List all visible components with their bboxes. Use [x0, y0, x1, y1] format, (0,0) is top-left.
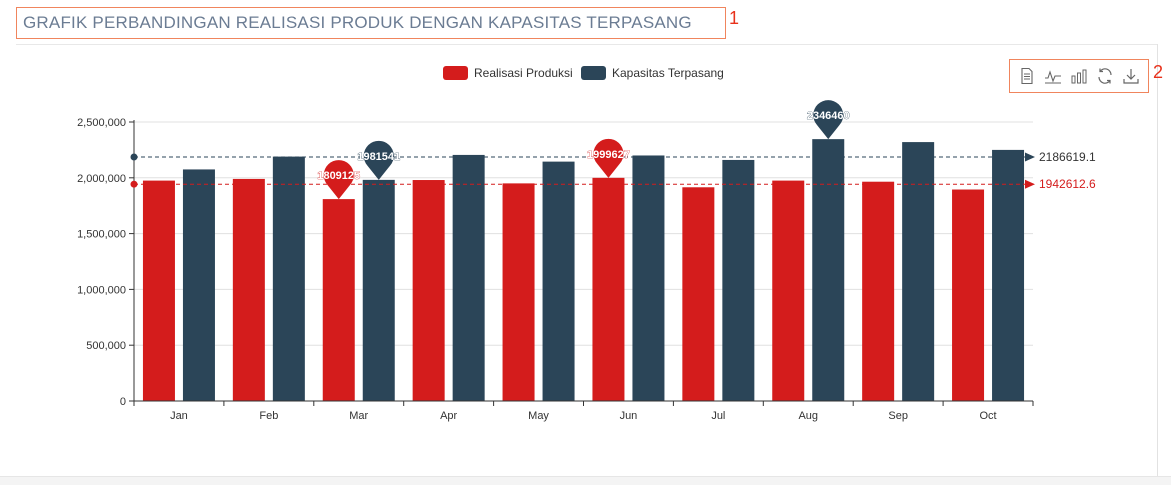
bar-chart-icon: [1071, 69, 1087, 84]
y-tick-label: 0: [120, 396, 126, 408]
bar-0-Mar: [322, 199, 355, 401]
average-line-label-1: 2186619.1: [1039, 150, 1096, 164]
toolbox-annotation-number: 2: [1153, 62, 1164, 82]
bar-1-Jun: [632, 155, 665, 401]
bar-0-Jul: [682, 187, 715, 401]
bar-1-Feb: [272, 156, 305, 401]
title-divider: [16, 44, 1157, 45]
chart-toolbox: [1009, 59, 1149, 93]
chart-title: GRAFIK PERBANDINGAN REALISASI PRODUK DEN…: [23, 13, 692, 32]
x-tick-label: Feb: [259, 410, 278, 422]
markpoint-label-0-1: 1999627: [587, 149, 630, 161]
page-footer-strip: [0, 476, 1171, 485]
data-view-button[interactable]: [1017, 66, 1037, 86]
bar-1-Mar: [362, 179, 395, 401]
download-icon: [1123, 69, 1139, 84]
x-tick-label: Aug: [798, 410, 818, 422]
document-icon: [1021, 67, 1033, 85]
bar-1-Sep: [902, 142, 935, 401]
y-tick-label: 2,500,000: [77, 117, 126, 129]
x-tick-label: May: [528, 410, 549, 422]
bar-1-Oct: [992, 149, 1025, 401]
legend-label-1: Kapasitas Terpasang: [612, 66, 724, 80]
save-image-button[interactable]: [1121, 66, 1141, 86]
average-line-arrow-1: [1025, 152, 1035, 162]
markpoint-pin-0-1: [593, 138, 624, 178]
title-annotation-number: 1: [729, 8, 740, 28]
average-line-start-1: [130, 153, 138, 161]
bar-1-Aug: [812, 139, 845, 401]
bar-0-Apr: [412, 180, 445, 401]
average-line-arrow-0: [1025, 179, 1035, 189]
y-tick-label: 1,000,000: [77, 284, 126, 296]
bar-0-Oct: [952, 189, 985, 401]
bar-1-Apr: [452, 154, 485, 401]
markpoint-pin-1-1: [813, 100, 844, 140]
x-tick-label: Jun: [620, 410, 638, 422]
legend-label-0: Realisasi Produksi: [474, 66, 573, 80]
bar-0-Jun: [592, 177, 625, 401]
markpoint-label-0-0: 1809125: [317, 170, 360, 182]
x-tick-label: Jan: [170, 410, 188, 422]
legend-swatch-1: [581, 66, 606, 80]
restore-button[interactable]: [1095, 66, 1115, 86]
markpoint-label-1-0: 1981541: [357, 151, 400, 163]
x-tick-label: Sep: [888, 410, 908, 422]
bar-0-Feb: [232, 178, 265, 401]
panel-border: [1157, 44, 1158, 476]
bar-0-May: [502, 183, 535, 401]
legend-swatch-0: [443, 66, 468, 80]
markpoint-pin-1-0: [363, 140, 394, 180]
x-tick-label: Jul: [711, 410, 725, 422]
y-tick-label: 2,000,000: [77, 173, 126, 185]
markpoint-label-1-1: 2346460: [807, 110, 850, 122]
bar-0-Jan: [142, 180, 175, 401]
bar-0-Sep: [862, 181, 895, 401]
x-tick-label: Mar: [349, 410, 368, 422]
average-line-start-0: [130, 180, 138, 188]
bar-1-Jul: [722, 159, 755, 401]
bar-1-Jan: [182, 169, 215, 401]
refresh-icon: [1098, 68, 1112, 84]
line-view-button[interactable]: [1043, 66, 1063, 86]
average-line-label-0: 1942612.6: [1039, 177, 1096, 191]
x-tick-label: Apr: [440, 410, 457, 422]
y-tick-label: 1,500,000: [77, 229, 126, 241]
bar-view-button[interactable]: [1069, 66, 1089, 86]
y-tick-label: 500,000: [86, 340, 126, 352]
bar-1-May: [542, 161, 575, 401]
chart-title-box: GRAFIK PERBANDINGAN REALISASI PRODUK DEN…: [16, 7, 726, 39]
bar-0-Aug: [772, 180, 805, 401]
x-tick-label: Oct: [979, 410, 996, 422]
line-chart-icon: [1045, 70, 1061, 84]
markpoint-pin-0-0: [323, 160, 354, 200]
